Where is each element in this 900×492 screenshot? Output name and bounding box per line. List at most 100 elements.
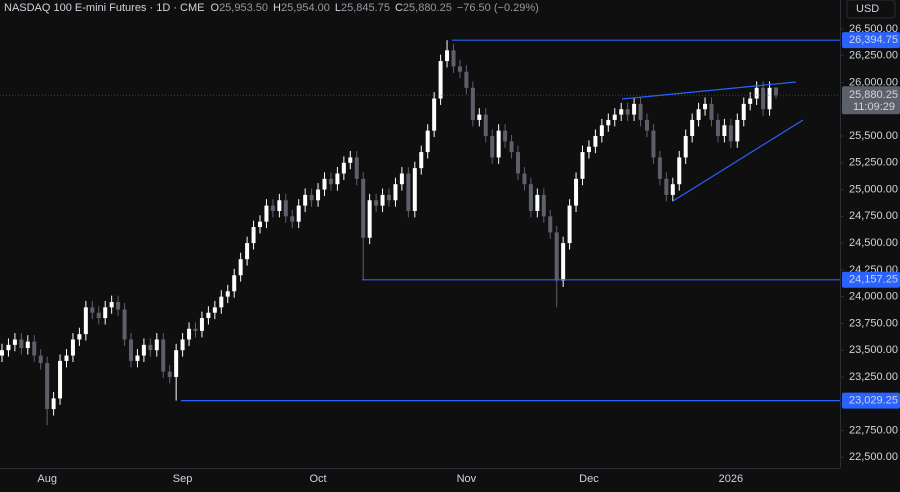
- candle-body: [32, 341, 37, 356]
- level-label: 23,029.25: [849, 395, 898, 407]
- candle-body: [38, 355, 43, 364]
- candle-body: [174, 350, 179, 377]
- candle-body: [341, 162, 346, 174]
- legend-key: H: [273, 2, 281, 14]
- candle-body: [683, 136, 688, 158]
- candle-body: [96, 312, 101, 319]
- x-tick-label: Sep: [173, 473, 193, 485]
- title-text: NASDAQ 100 E-mini Futures · 1D · CME: [4, 2, 205, 14]
- candle-body: [148, 344, 153, 351]
- candle-body: [116, 302, 121, 310]
- candle-body: [425, 130, 430, 153]
- x-tick-label: 2026: [719, 473, 743, 485]
- candle-body: [522, 173, 527, 185]
- candle-body: [380, 194, 385, 206]
- x-tick-label: Nov: [457, 473, 477, 485]
- candle-body: [399, 173, 404, 185]
- candle-body: [528, 184, 533, 211]
- candle-body: [245, 243, 250, 260]
- trendline-upper: [621, 81, 797, 100]
- legend-key: O: [211, 2, 220, 14]
- legend-value: 25,953.50: [219, 2, 268, 14]
- candle-body: [387, 194, 391, 201]
- candle-body: [419, 152, 424, 169]
- candle-body: [690, 119, 695, 137]
- candle-body: [90, 307, 95, 313]
- candle-body: [316, 189, 321, 201]
- y-tick-label: 23,250.00: [849, 371, 898, 383]
- candle-body: [593, 136, 598, 147]
- candle-body: [774, 87, 778, 96]
- candle-body: [496, 130, 501, 158]
- candle-body: [638, 103, 643, 120]
- candle-body: [722, 125, 727, 137]
- candle-body: [70, 339, 75, 356]
- y-tick-label: 26,250.00: [849, 50, 898, 62]
- last-price-label: 25,880.25: [849, 89, 898, 101]
- currency-box[interactable]: [846, 0, 896, 19]
- candle-body: [199, 318, 204, 331]
- candle-body: [19, 339, 24, 349]
- price-axis: 22,500.0022,750.0023,000.0023,250.0023,5…: [840, 23, 900, 463]
- candle-body: [541, 194, 546, 217]
- candle-body: [187, 328, 192, 340]
- candle-body: [290, 216, 295, 222]
- candle-body: [109, 302, 114, 308]
- level-label-box: [842, 392, 900, 409]
- candle-body: [135, 355, 140, 361]
- candle-body: [374, 200, 379, 206]
- candle-body: [258, 221, 262, 228]
- candle-body: [361, 178, 366, 238]
- candle-body: [490, 136, 495, 158]
- candle-body: [754, 87, 759, 99]
- candle-body: [348, 157, 353, 163]
- candle-body: [483, 114, 488, 137]
- y-tick-label: 24,750.00: [849, 210, 898, 222]
- candle-body: [393, 184, 398, 201]
- candle-body: [645, 119, 649, 131]
- candle-body: [77, 334, 82, 340]
- candle-body: [296, 205, 301, 222]
- candle-body: [6, 344, 11, 351]
- candle-body: [167, 371, 172, 377]
- candle-body: [677, 157, 682, 185]
- candle-body: [554, 232, 559, 281]
- y-tick-label: 22,750.00: [849, 424, 898, 436]
- level-label: 24,157.25: [849, 274, 898, 286]
- y-tick-label: 25,500.00: [849, 130, 898, 142]
- candle-body: [457, 66, 462, 72]
- candle-body: [270, 205, 275, 211]
- candle-body: [651, 130, 656, 158]
- candle-body: [509, 141, 514, 153]
- candle-body: [470, 87, 475, 120]
- candle-body: [161, 339, 166, 372]
- legend-value: 25,954.00: [281, 2, 330, 14]
- candle-body: [45, 363, 50, 410]
- candle-body: [445, 50, 450, 62]
- candle-body: [451, 50, 456, 67]
- candle-body: [251, 227, 256, 244]
- candle-body: [0, 350, 4, 356]
- level-label-box: [842, 32, 900, 49]
- candle-body: [748, 98, 753, 104]
- y-tick-label: 23,500.00: [849, 344, 898, 356]
- candle-body: [612, 114, 617, 120]
- candle-body: [141, 344, 146, 356]
- candle-body: [574, 178, 579, 206]
- candle-body: [122, 309, 127, 340]
- candle-body: [703, 103, 708, 110]
- candle-body: [715, 119, 720, 137]
- candle-body: [728, 125, 733, 142]
- y-tick-label: 26,500.00: [849, 23, 898, 35]
- candle-body: [83, 307, 88, 335]
- legend-value: 25,845.75: [341, 2, 390, 14]
- legend-key: L: [335, 2, 341, 14]
- candle-body: [464, 71, 469, 88]
- candle-body: [264, 205, 269, 222]
- candle-body: [632, 103, 637, 115]
- candle-body: [670, 184, 675, 195]
- x-tick-label: Aug: [37, 473, 57, 485]
- candle-body: [657, 157, 662, 179]
- candle-body: [335, 173, 340, 185]
